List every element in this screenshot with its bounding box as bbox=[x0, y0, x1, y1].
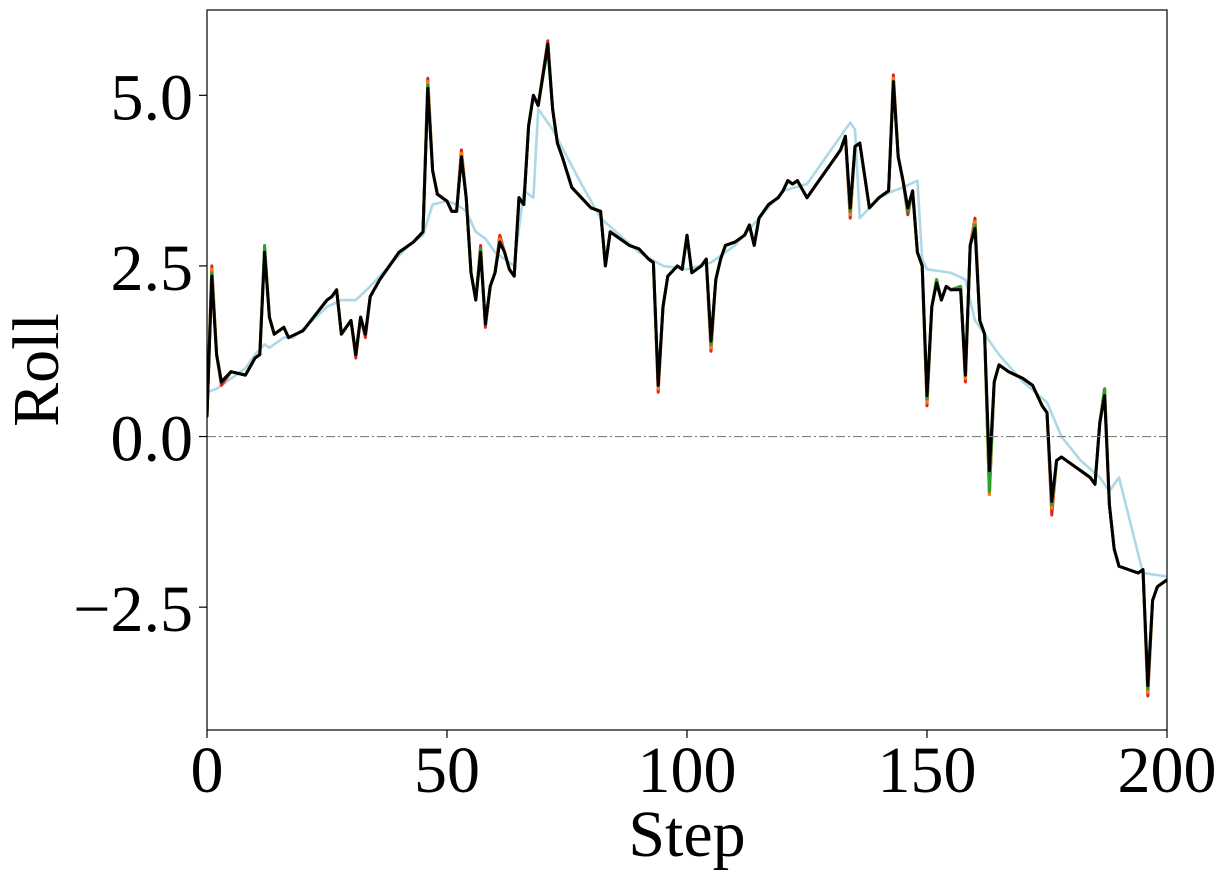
series-line-5 bbox=[207, 42, 1167, 688]
x-axis-ticks: 0 50 100 150 200 bbox=[191, 730, 1217, 807]
y-tick-label: 2.5 bbox=[111, 232, 194, 305]
y-axis-label: Roll bbox=[0, 313, 73, 427]
y-tick-label: 5.0 bbox=[111, 61, 194, 134]
y-tick-label: −2.5 bbox=[73, 573, 193, 646]
series-line-1 bbox=[207, 107, 1167, 578]
series-layer bbox=[207, 39, 1167, 698]
x-tick-label: 0 bbox=[191, 734, 224, 807]
x-tick-label: 200 bbox=[1118, 734, 1217, 807]
x-tick-label: 100 bbox=[638, 734, 737, 807]
x-axis-label: Step bbox=[628, 798, 745, 871]
y-tick-label: 0.0 bbox=[111, 403, 194, 476]
y-axis-ticks: −2.5 0.0 2.5 5.0 bbox=[73, 61, 207, 646]
x-tick-label: 150 bbox=[878, 734, 977, 807]
x-tick-label: 50 bbox=[414, 734, 480, 807]
